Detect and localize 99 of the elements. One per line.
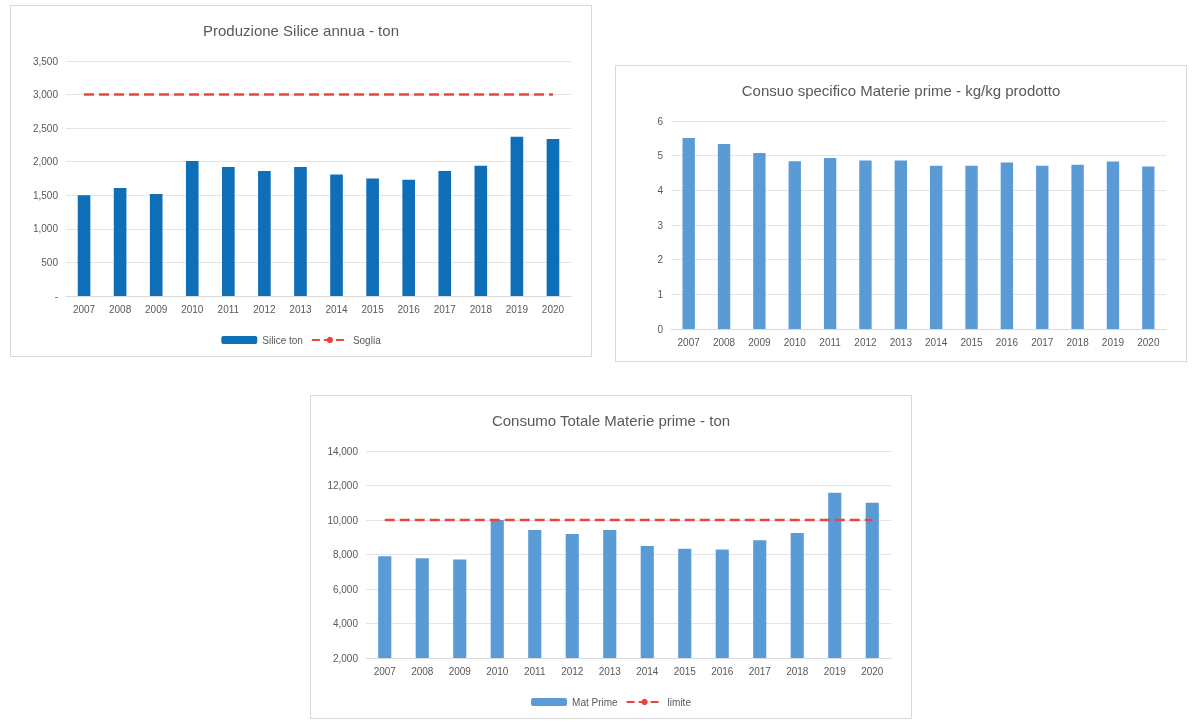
bar (366, 178, 379, 296)
x-tick-label: 2020 (1137, 336, 1160, 348)
x-tick-label: 2009 (145, 303, 168, 315)
y-tick-label: 2,000 (32, 156, 59, 168)
x-tick-label: 2008 (712, 336, 736, 348)
y-tick-label: 1,000 (32, 223, 59, 235)
x-tick-label: 2015 (361, 303, 385, 315)
x-tick-label: 2016 (995, 336, 1019, 348)
bar (77, 195, 91, 296)
y-tick-label: 4 (657, 184, 664, 196)
x-tick-label: 2017 (748, 665, 772, 677)
legend-label: limite (667, 696, 692, 708)
x-tick-label: 2007 (677, 336, 701, 348)
x-tick-label: 2017 (1031, 336, 1054, 348)
legend-label: Silice ton (262, 334, 303, 346)
y-tick-label: 5 (657, 150, 664, 162)
y-tick-label: 4,000 (332, 618, 359, 629)
bar (823, 158, 837, 329)
y-tick-label: 1 (657, 288, 664, 300)
y-tick-label: 0 (657, 323, 664, 335)
x-tick-label: 2020 (861, 665, 884, 677)
y-tick-label: 6 (657, 115, 664, 127)
bar (222, 167, 235, 296)
x-tick-label: 2020 (541, 303, 565, 315)
y-tick-label: 3,000 (32, 89, 59, 101)
y-tick-label: 8,000 (332, 549, 359, 560)
x-tick-label: 2011 (217, 303, 240, 315)
x-tick-label: 2015 (960, 336, 984, 348)
x-tick-label: 2016 (397, 303, 421, 315)
bar (185, 161, 199, 296)
x-tick-label: 2012 (561, 665, 584, 677)
bar (859, 160, 872, 329)
x-tick-label: 2014 (325, 303, 349, 315)
x-tick-label: 2017 (433, 303, 457, 315)
x-tick-label: 2014 (636, 665, 659, 677)
x-tick-label: 2011 (819, 336, 842, 348)
y-tick-label: 500 (41, 256, 59, 268)
chart-title: Consuo specifico Materie prime - kg/kg prodotto (741, 82, 1061, 99)
x-tick-label: 2012 (253, 303, 276, 315)
bar (438, 171, 452, 296)
y-tick-label: 2,000 (332, 652, 359, 664)
chart-title: Consumo Totale Materie prime - ton (491, 412, 731, 429)
x-tick-label: 2013 (289, 303, 313, 315)
x-tick-label: 2013 (889, 336, 913, 348)
x-tick-label: 2015 (673, 665, 697, 677)
bar (1106, 161, 1120, 329)
legend-label: Soglia (352, 334, 382, 346)
y-tick-label: - (54, 290, 58, 302)
y-tick-label: 1,500 (32, 189, 59, 201)
x-tick-label: 2013 (598, 665, 622, 677)
bar (788, 161, 801, 329)
bar (717, 143, 731, 329)
x-tick-label: 2010 (181, 303, 204, 315)
bar (294, 167, 307, 296)
chart-title: Produzione Silice annua - ton (203, 22, 399, 39)
y-tick-label: 14,000 (327, 445, 359, 457)
x-tick-label: 2010 (783, 336, 807, 348)
x-tick-label: 2016 (711, 665, 734, 677)
x-tick-label: 2018 (469, 303, 493, 315)
x-tick-label: 2012 (854, 336, 878, 348)
x-tick-label: 2014 (925, 336, 948, 348)
bar (258, 171, 271, 296)
bar (1071, 164, 1084, 329)
bar (510, 136, 524, 296)
y-tick-label: 12,000 (327, 480, 359, 491)
bar (402, 179, 415, 296)
bar (1036, 165, 1049, 329)
y-tick-label: 2,500 (32, 122, 59, 134)
x-tick-label: 2018 (1066, 336, 1090, 348)
bar (682, 137, 695, 329)
x-tick-label: 2008 (411, 665, 434, 677)
y-tick-label: 2 (657, 254, 664, 266)
bar (965, 165, 978, 329)
x-tick-label: 2007 (72, 303, 96, 315)
bar (546, 138, 560, 296)
bar (1142, 166, 1155, 329)
bar (330, 174, 343, 296)
x-tick-label: 2009 (748, 336, 771, 348)
x-tick-label: 2009 (448, 665, 472, 677)
x-tick-label: 2008 (108, 303, 132, 315)
x-tick-label: 2007 (373, 665, 397, 677)
y-tick-label: 10,000 (327, 514, 359, 526)
x-tick-label: 2019 (823, 665, 847, 677)
bar (113, 187, 127, 296)
bar (149, 193, 163, 296)
x-tick-label: 2019 (505, 303, 529, 315)
x-tick-label: 2019 (1101, 336, 1125, 348)
y-tick-label: 3 (657, 219, 664, 231)
bar (894, 160, 908, 329)
bar (474, 165, 488, 296)
bar (753, 152, 766, 329)
bar (1000, 162, 1014, 329)
bar (929, 165, 943, 329)
y-tick-label: 6,000 (332, 583, 359, 595)
x-tick-label: 2018 (786, 665, 809, 677)
x-tick-label: 2011 (523, 665, 546, 677)
x-tick-label: 2010 (486, 665, 509, 677)
legend-label: Mat Prime (572, 696, 619, 708)
y-tick-label: 3,500 (32, 55, 59, 67)
